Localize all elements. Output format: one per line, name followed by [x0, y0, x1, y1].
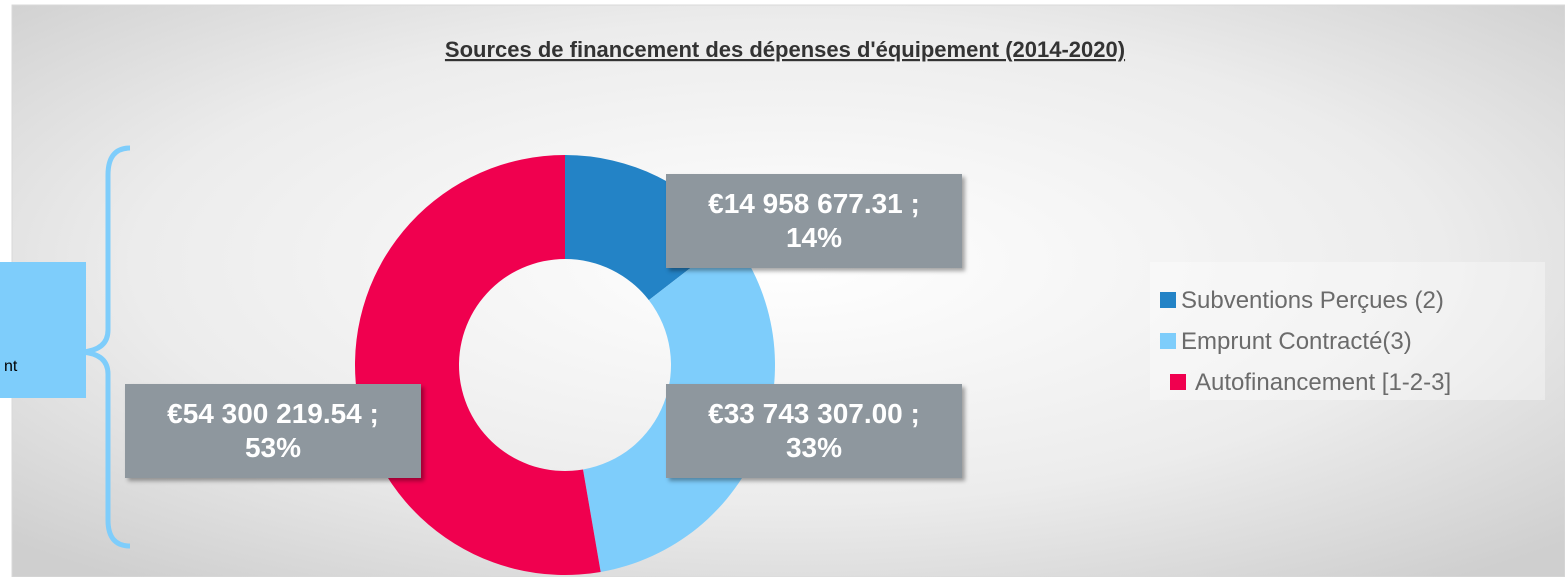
bracket [81, 145, 131, 549]
legend-label: Emprunt Contracté(3) [1181, 328, 1412, 355]
data-label: €33 743 307.00 ; 33% [708, 398, 920, 463]
legend-swatch [1170, 374, 1186, 390]
legend [1150, 262, 1545, 400]
side-box [0, 262, 86, 398]
legend-swatch [1160, 333, 1176, 349]
legend-swatch [1160, 292, 1176, 308]
side-box-text: nt [4, 358, 18, 375]
legend-label: Autofinancement [1-2-3] [1195, 369, 1451, 396]
data-label: €54 300 219.54 ; 53% [167, 398, 379, 463]
chart-area [11, 4, 1565, 577]
data-label-box: €54 300 219.54 ; 53% [125, 384, 421, 478]
chart-title: Sources de financement des dépenses d'éq… [445, 37, 1125, 62]
data-label-box: €33 743 307.00 ; 33% [666, 384, 962, 478]
data-label: €14 958 677.31 ; 14% [708, 188, 920, 253]
data-label-box: €14 958 677.31 ; 14% [666, 174, 962, 268]
legend-label: Subventions Perçues (2) [1181, 287, 1444, 314]
